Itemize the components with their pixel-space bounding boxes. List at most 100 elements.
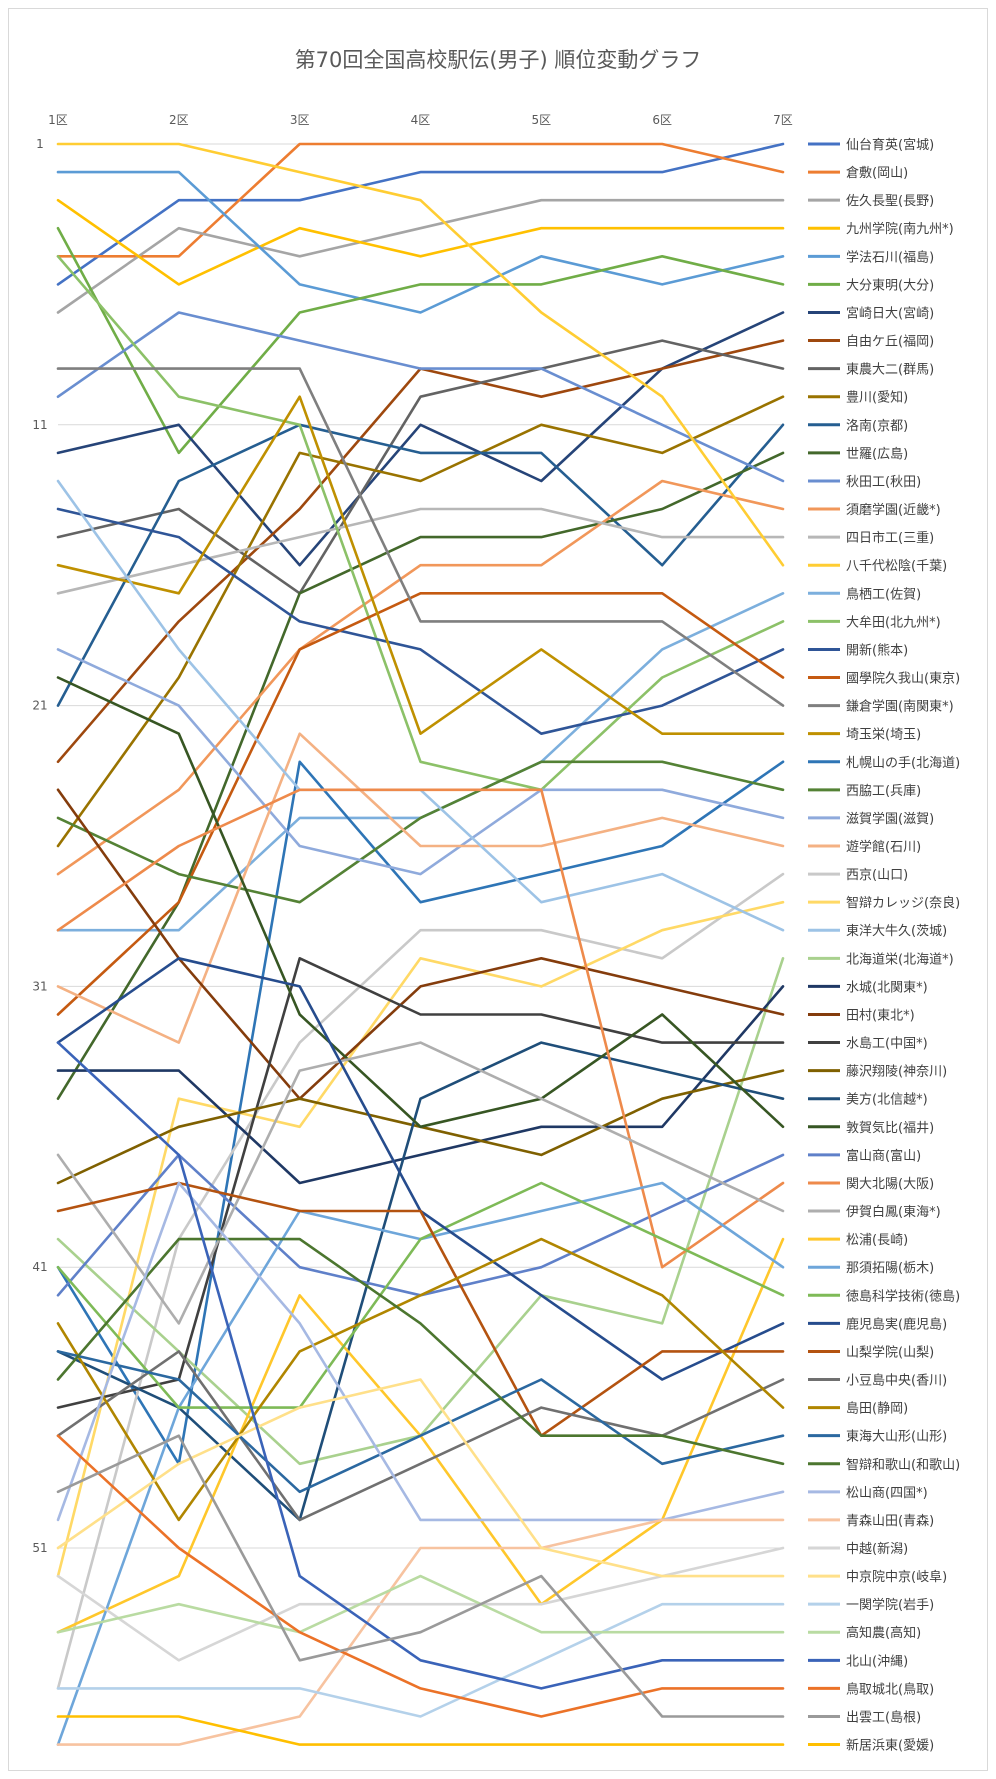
- series-line-18: [56, 507, 785, 736]
- series-line-12: [56, 311, 785, 483]
- series-lines: [56, 142, 785, 1746]
- series-line-35: [56, 676, 785, 1129]
- x-tick-label: 5区: [532, 113, 552, 127]
- legend-entry: 仙台育英(宮城): [846, 137, 934, 153]
- y-tick-label: 41: [32, 1260, 47, 1274]
- series-line-36: [56, 1153, 785, 1297]
- series-line-0: [56, 142, 785, 286]
- y-tick-label: 1: [36, 137, 44, 151]
- legend-entry: 藤沢翔陵(神奈川): [846, 1065, 947, 1080]
- series-line-54: [56, 1041, 785, 1690]
- legend-entry: 八千代松陰(千葉): [846, 559, 947, 574]
- legend-entry: 北山(沖縄): [846, 1654, 908, 1669]
- legend-entry: 山梨学院(山梨): [846, 1344, 934, 1360]
- legend-entry: 宮崎日大(宮崎): [846, 305, 934, 321]
- legend-entry: 中越(新潟): [846, 1541, 908, 1557]
- legend-entry: 島田(静岡): [846, 1402, 908, 1417]
- legend-entry: 伊賀白鳳(東海*): [846, 1204, 941, 1220]
- legend-entry: 須磨学園(近畿*): [846, 502, 941, 518]
- x-tick-label: 2区: [169, 113, 189, 127]
- legend-entry: 田村(東北*): [846, 1007, 915, 1023]
- series-line-14: [56, 507, 785, 595]
- legend-entry: 松浦(長崎): [846, 1233, 908, 1248]
- series-line-26: [56, 872, 785, 1690]
- legend-entry: 鳥取城北(鳥取): [846, 1682, 934, 1697]
- series-line-6: [56, 311, 785, 567]
- legend-entry: 自由ケ丘(福岡): [846, 335, 934, 350]
- series-line-46: [56, 1350, 785, 1494]
- series-line-43: [56, 1181, 785, 1437]
- legend-entry: 開新(熊本): [846, 642, 908, 658]
- legend-entry: 東洋大牛久(茨城): [846, 923, 947, 939]
- legend-entry: 北海道栄(北海道*): [846, 952, 954, 967]
- series-line-56: [56, 1434, 785, 1718]
- series-line-21: [56, 395, 785, 736]
- legend-entry: 新居浜東(愛媛): [846, 1738, 934, 1754]
- x-tick-label: 6区: [652, 113, 672, 127]
- legend-entry: 佐久長聖(長野): [846, 194, 934, 209]
- series-line-27: [56, 900, 785, 1578]
- series-line-24: [56, 648, 785, 876]
- legend-entry: 松山商(四国*): [846, 1486, 928, 1501]
- legend-entry: 水城(北関東*): [846, 979, 928, 995]
- legend-entry: 東農大二(群馬): [846, 362, 934, 378]
- chart-title: 第70回全国高校駅伝(男子) 順位変動グラフ: [294, 48, 702, 72]
- series-line-4: [56, 170, 785, 314]
- legend-entry: 那須拓陽(栃木): [846, 1261, 934, 1276]
- legend-entry: 洛南(京都): [846, 418, 908, 434]
- y-tick-label: 51: [32, 1541, 47, 1555]
- legend-entry: 出雲工(島根): [846, 1710, 921, 1725]
- series-line-10: [56, 423, 785, 707]
- legend-entry: 鹿児島実(鹿児島): [846, 1316, 947, 1332]
- series-line-1: [56, 142, 785, 258]
- legend-entry: 敦賀気比(福井): [846, 1120, 934, 1136]
- legend-entry: 西京(山口): [846, 868, 908, 883]
- legend-entry: 富山商(富山): [846, 1148, 921, 1164]
- legend-entry: 遊学館(石川): [846, 839, 921, 855]
- legend-entry: 埼玉栄(埼玉): [846, 728, 921, 743]
- series-line-15: [56, 142, 785, 567]
- series-line-9: [56, 395, 785, 848]
- legend-entry: 青森山田(青森): [846, 1514, 934, 1529]
- series-line-3: [56, 198, 785, 286]
- series-line-47: [56, 1237, 785, 1466]
- legend-entry: 西脇工(兵庫): [846, 784, 921, 799]
- y-tick-label: 21: [32, 699, 47, 713]
- legend-entry: 関大北陽(大阪): [846, 1177, 934, 1192]
- x-tick-label: 7区: [773, 113, 793, 127]
- series-line-57: [56, 1715, 785, 1746]
- legend-entry: 倉敷(岡山): [846, 166, 908, 181]
- series-line-30: [56, 985, 785, 1185]
- series-line-49: [56, 1518, 785, 1746]
- legend-entry: 國學院久我山(東京): [846, 671, 960, 687]
- x-tick-label: 3区: [290, 113, 310, 127]
- legend-entry: 小豆島中央(香川): [846, 1374, 947, 1389]
- series-line-25: [56, 732, 785, 1044]
- y-tick-label: 11: [32, 418, 47, 432]
- legend-entry: 学法石川(福島): [846, 249, 934, 265]
- series-line-19: [56, 591, 785, 1016]
- legend-entry: 一関学院(岩手): [846, 1597, 934, 1613]
- series-line-53: [56, 1574, 785, 1634]
- legend-entry: 滋賀学園(滋賀): [846, 811, 934, 827]
- series-line-23: [56, 760, 785, 904]
- legend: 仙台育英(宮城) 倉敷(岡山) 佐久長聖(長野) 九州学院(南九州*) 学法石川(福島)…: [808, 137, 960, 1754]
- x-tick-label: 4区: [411, 113, 431, 127]
- legend-entry: 美方(北信越*): [846, 1092, 928, 1108]
- y-tick-label: 31: [32, 979, 47, 993]
- series-line-55: [56, 1434, 785, 1718]
- legend-entry: 高知農(高知): [846, 1625, 921, 1641]
- legend-entry: 鳥栖工(佐賀): [846, 587, 921, 602]
- series-line-17: [56, 254, 785, 792]
- legend-entry: 中京院中京(岐阜): [846, 1569, 947, 1585]
- series-line-2: [56, 198, 785, 314]
- series-line-8: [56, 339, 785, 595]
- series-line-20: [56, 367, 785, 707]
- series-line-5: [56, 226, 785, 455]
- legend-entry: 四日市工(三重): [846, 530, 934, 546]
- legend-entry: 徳島科学技術(徳島): [846, 1288, 960, 1304]
- legend-entry: 大分東明(大分): [846, 277, 934, 293]
- x-axis-ticks: 1区 2区 3区 4区 5区 6区 7区: [48, 113, 793, 127]
